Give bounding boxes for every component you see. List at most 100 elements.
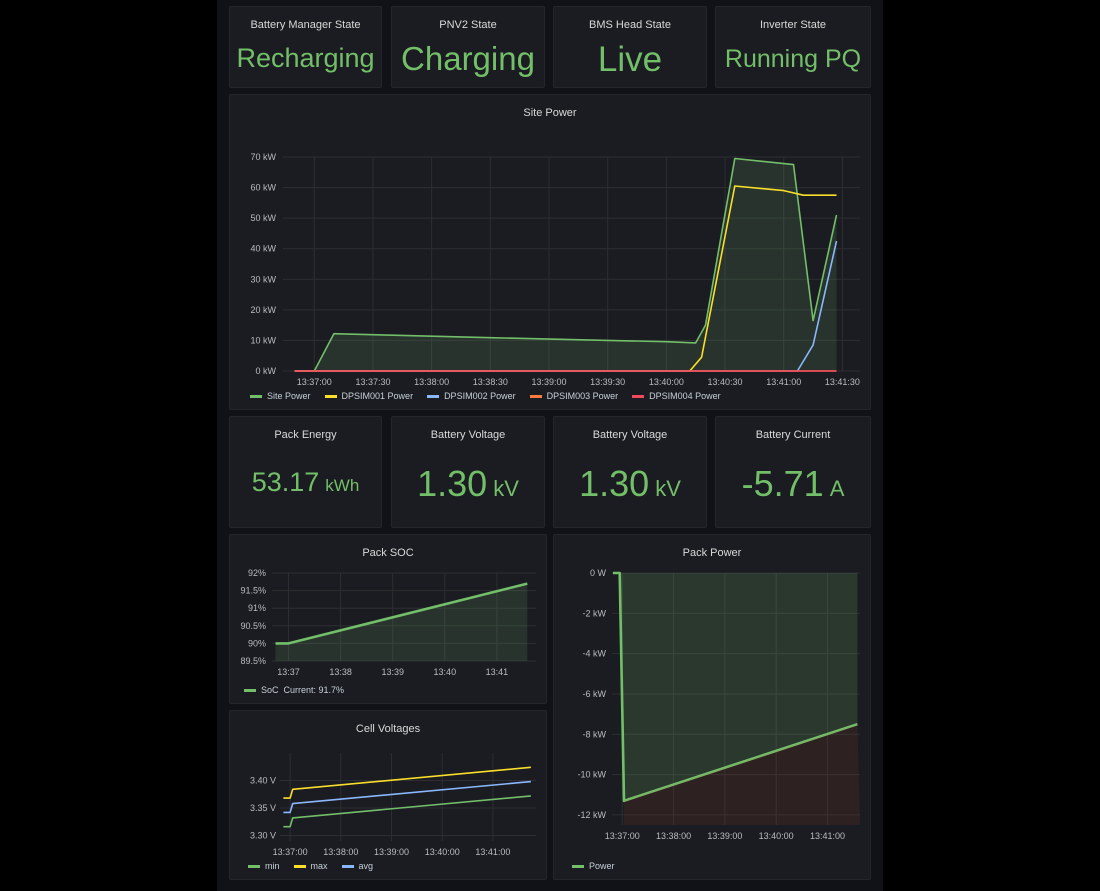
panel-title: Site Power — [523, 107, 577, 119]
legend-swatch — [293, 864, 306, 868]
x-tick-label: 13:41:30 — [825, 377, 860, 387]
bms-head-state-panel[interactable]: BMS Head State Live — [553, 6, 707, 88]
y-tick-label: 91% — [248, 603, 266, 613]
value-number: -5.71 — [741, 463, 824, 504]
battery-manager-state-panel[interactable]: Battery Manager State Recharging — [229, 6, 382, 88]
legend-swatch — [250, 394, 262, 398]
legend-item[interactable]: SoC Current: 91.7% — [244, 685, 344, 695]
y-tick-label: 0 kW — [255, 366, 276, 376]
x-tick-label: 13:37:00 — [297, 377, 332, 387]
legend-label: avg — [358, 861, 374, 871]
x-tick-label: 13:39:30 — [590, 377, 625, 387]
legend-swatch — [572, 864, 584, 868]
cell-voltages-panel[interactable]: Cell Voltages 3.30 V 3.35 V 3.40 V 13:37:00… — [229, 710, 547, 880]
panel-title: Cell Voltages — [355, 723, 421, 735]
legend-label: min — [265, 861, 280, 871]
legend-label: DPSIM002 Power — [444, 391, 516, 401]
site-power-chart: 0 kW 10 kW 20 kW 30 kW 40 kW 50 kW 60 kW 70 kW 1… — [250, 152, 860, 387]
y-tick-label: -4 kW — [583, 649, 607, 659]
legend-swatch — [248, 864, 260, 868]
battery-voltage-value: 1.30 kV — [392, 463, 544, 505]
x-tick-label: 13:41:00 — [810, 831, 845, 841]
legend-swatch — [427, 394, 440, 398]
y-tick-label: 50 kW — [250, 213, 276, 223]
y-tick-label: 40 kW — [250, 244, 276, 254]
x-tick-label: 13:41:00 — [475, 847, 510, 857]
x-tick-label: 13:38:00 — [656, 831, 691, 841]
legend-item[interactable]: DPSIM003 Power — [529, 391, 618, 401]
battery-current-value: -5.71 A — [716, 463, 870, 505]
cell-voltages-chart: 3.30 V 3.35 V 3.40 V 13:37:00 13:38:00 13:39:… — [250, 753, 536, 857]
y-tick-label: -2 kW — [583, 608, 607, 618]
y-tick-label: 90% — [248, 638, 266, 648]
y-tick-label: 30 kW — [250, 274, 276, 284]
battery-voltage-panel-2[interactable]: Battery Voltage 1.30 kV — [553, 416, 707, 528]
panel-title: Pack SOC — [362, 547, 414, 559]
x-tick-label: 13:38:30 — [473, 377, 508, 387]
legend-label: DPSIM001 Power — [341, 391, 414, 401]
pnv2-state-panel[interactable]: PNV2 State Charging — [391, 6, 545, 88]
legend-item[interactable]: max — [293, 861, 328, 871]
series-line-max[interactable] — [283, 766, 531, 799]
x-tick-label: 13:40:00 — [759, 831, 794, 841]
panel-title: Battery Voltage — [430, 429, 506, 441]
y-tick-label: -10 kW — [577, 770, 606, 780]
pack-energy-value: 53.17 kWh — [230, 467, 381, 498]
site-power-panel[interactable]: Site Power 0 kW 10 kW 20 kW 30 kW 40 kW 50 kW… — [229, 94, 871, 410]
pnv2-state-value: Charging — [401, 40, 535, 77]
pack-power-chart: 0 W -2 kW -4 kW -6 kW -8 kW -10 kW -12 kW 13:37… — [577, 568, 860, 841]
battery-voltage-panel[interactable]: Battery Voltage 1.30 kV — [391, 416, 545, 528]
series-area-site-power — [294, 158, 837, 371]
y-tick-label: 60 kW — [250, 183, 276, 193]
series-line-avg[interactable] — [283, 780, 531, 814]
y-tick-label: 90.5% — [240, 621, 266, 631]
inverter-state-panel[interactable]: Inverter State Running PQ — [715, 6, 871, 88]
pack-soc-legend: SoC Current: 91.7% — [244, 685, 344, 695]
y-tick-label: -12 kW — [577, 810, 606, 820]
value-unit: A — [829, 476, 845, 501]
panel-title: Battery Manager State — [250, 19, 361, 31]
battery-manager-state-value: Recharging — [236, 43, 375, 73]
x-tick-label: 13:38 — [329, 667, 352, 677]
panel-title: Battery Current — [755, 429, 831, 441]
legend-label: Site Power — [267, 391, 311, 401]
pack-soc-panel[interactable]: Pack SOC 89.5% 90% 90.5% 91% 91.5% 92% 13:37 13… — [229, 534, 547, 704]
pack-energy-panel[interactable]: Pack Energy 53.17 kWh — [229, 416, 382, 528]
value-unit: kWh — [325, 476, 360, 495]
x-tick-label: 13:37:00 — [605, 831, 640, 841]
bms-head-state-value: Live — [597, 40, 663, 79]
x-tick-label: 13:38:00 — [414, 377, 449, 387]
legend-swatch — [244, 688, 256, 692]
x-tick-label: 13:38:00 — [323, 847, 358, 857]
panel-title: BMS Head State — [589, 19, 671, 31]
y-tick-label: 70 kW — [250, 152, 276, 162]
value-number: 1.30 — [579, 463, 650, 504]
series-line-power[interactable] — [612, 571, 858, 803]
x-tick-label: 13:40:30 — [708, 377, 743, 387]
legend-label: max — [310, 861, 328, 871]
x-tick-label: 13:41:00 — [766, 377, 801, 387]
y-tick-label: 10 kW — [250, 335, 276, 345]
battery-current-panel[interactable]: Battery Current -5.71 A — [715, 416, 871, 528]
panel-title: Pack Energy — [274, 429, 337, 441]
legend-item[interactable]: DPSIM004 Power — [632, 391, 721, 401]
x-tick-label: 13:39:00 — [531, 377, 566, 387]
legend-item[interactable]: DPSIM001 Power — [324, 391, 414, 401]
legend-item[interactable]: avg — [341, 861, 374, 871]
series-line-min[interactable] — [283, 795, 531, 828]
pack-power-legend: Power — [572, 861, 615, 871]
legend-item[interactable]: Site Power — [250, 391, 311, 401]
legend-item[interactable]: min — [248, 861, 280, 871]
y-tick-label: 89.5% — [240, 656, 266, 666]
pack-power-panel[interactable]: Pack Power 0 W -2 kW -4 kW -6 kW -8 kW -10 kW… — [553, 534, 871, 880]
legend-current: Current: 91.7% — [283, 685, 345, 695]
legend-swatch — [341, 864, 354, 868]
threshold-shade — [623, 724, 860, 825]
series-line-site-power[interactable] — [294, 157, 838, 372]
legend-item[interactable]: Power — [572, 861, 615, 871]
value-unit: kV — [493, 476, 519, 501]
series-line-soc[interactable] — [275, 582, 528, 645]
x-tick-label: 13:40 — [434, 667, 457, 677]
y-tick-label: 91.5% — [240, 586, 266, 596]
legend-item[interactable]: DPSIM002 Power — [427, 391, 516, 401]
